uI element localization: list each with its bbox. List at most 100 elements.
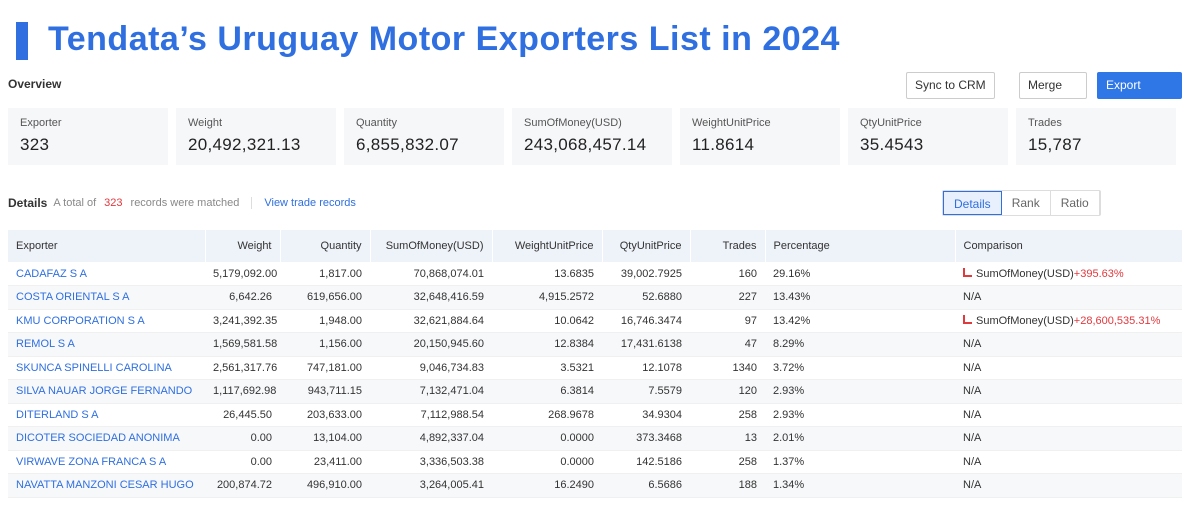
cell: 0.00: [205, 450, 280, 474]
cell: 1340: [690, 356, 765, 380]
cell: N/A: [955, 403, 1182, 427]
comparison-cell: SumOfMoney(USD)+395.63%: [955, 262, 1182, 286]
cell: 203,633.00: [280, 403, 370, 427]
tab[interactable]: Rank: [1002, 191, 1051, 215]
column-header: Percentage: [765, 230, 956, 262]
page-title: Tendata’s Uruguay Motor Exporters List i…: [48, 20, 840, 58]
stat-value: 15,787: [1028, 135, 1082, 154]
column-header: Comparison: [955, 230, 1183, 262]
table-row: VIRWAVE ZONA FRANCA S A 0.00 23,411.00 3,33…: [8, 450, 1182, 474]
cell: 188: [690, 473, 765, 498]
cell: 12.8384: [492, 332, 602, 357]
exporter-name[interactable]: REMOL S A: [8, 332, 205, 357]
tab[interactable]: Ratio: [1051, 191, 1100, 215]
table-row: DITERLAND S A 26,445.50 203,633.00 7,112,98…: [8, 403, 1182, 427]
stat-value: 243,068,457.14: [524, 135, 647, 154]
column-header[interactable]: Trades: [690, 230, 766, 262]
cell: 0.00: [205, 426, 280, 451]
cell: 26,445.50: [205, 403, 280, 427]
cell: 1.34%: [765, 473, 955, 498]
cell: 0.0000: [492, 450, 602, 474]
exporter-name[interactable]: SILVA NAUAR JORGE FERNANDO: [8, 379, 205, 404]
exporter-name[interactable]: DITERLAND S A: [8, 403, 205, 427]
header-row: Exporter Weight Quantity SumOfMoney(USD) Wei…: [8, 230, 1183, 262]
stat-card: Exporter 323: [8, 108, 168, 165]
merge-button[interactable]: Merge: [1019, 72, 1087, 99]
summary-count: 323: [104, 197, 123, 209]
exporter-name[interactable]: COSTA ORIENTAL S A: [8, 285, 205, 310]
cell: 9,046,734.83: [370, 356, 492, 380]
cell: 258: [690, 403, 765, 427]
cell: 1,156.00: [280, 332, 370, 357]
tab[interactable]: Details: [943, 191, 1002, 215]
cell: N/A: [955, 379, 1182, 404]
summary-prefix: A total of: [53, 197, 97, 209]
cell: N/A: [955, 356, 1182, 380]
exporters-table: Exporter Weight Quantity SumOfMoney(USD) Wei…: [8, 230, 1183, 498]
cell: 16,746.3474: [602, 309, 690, 333]
cell: 3.5321: [492, 356, 602, 380]
comparison-change: +395.63%: [1073, 267, 1124, 280]
sync-button[interactable]: Sync to CRM: [906, 72, 995, 99]
cell: 8.29%: [765, 332, 955, 357]
cell: 1,817.00: [280, 262, 370, 286]
cell: N/A: [955, 450, 1182, 474]
export-button[interactable]: Export: [1097, 72, 1182, 99]
table-row: SKUNCA SPINELLI CAROLINA 2,561,317.76 747,…: [8, 356, 1182, 380]
cell: 4,892,337.04: [370, 426, 492, 451]
cell: 97: [690, 309, 765, 333]
column-header[interactable]: Quantity: [280, 230, 371, 262]
exporter-name[interactable]: DICOTER SOCIEDAD ANONIMA: [8, 426, 205, 451]
cell: 13,104.00: [280, 426, 370, 451]
cell: 2,561,317.76: [205, 356, 280, 380]
cell: N/A: [955, 473, 1182, 498]
cell: 200,874.72: [205, 473, 280, 498]
column-header: Exporter: [8, 230, 206, 262]
cell: 2.93%: [765, 403, 955, 427]
cell: 2.93%: [765, 379, 955, 404]
cell: 13.6835: [492, 262, 602, 286]
stat-value: 6,855,832.07: [356, 135, 459, 154]
exporter-name[interactable]: VIRWAVE ZONA FRANCA S A: [8, 450, 205, 474]
table-row: SILVA NAUAR JORGE FERNANDO 1,117,692.98 94…: [8, 379, 1182, 404]
stat-card: QtyUnitPrice 35.4543: [848, 108, 1008, 165]
cell: 373.3468: [602, 426, 690, 451]
summary-suffix: records were matched: [130, 197, 240, 209]
cell: 5,179,092.00: [205, 262, 280, 286]
exporter-name[interactable]: SKUNCA SPINELLI CAROLINA: [8, 356, 205, 380]
column-header[interactable]: Weight: [205, 230, 281, 262]
cell: 1,117,692.98: [205, 379, 280, 404]
stat-label: SumOfMoney(USD): [524, 117, 622, 129]
cell: 16.2490: [492, 473, 602, 498]
cell: 10.0642: [492, 309, 602, 333]
view-records-link[interactable]: View trade records: [251, 197, 356, 209]
cell: 1,948.00: [280, 309, 370, 333]
table-row: COSTA ORIENTAL S A 6,642.26 619,656.00 32,6…: [8, 285, 1182, 310]
stats: Exporter 323 Weight 20,492,321.13 Quantity 6,…: [8, 108, 1176, 165]
cell: 619,656.00: [280, 285, 370, 310]
cell: 160: [690, 262, 765, 286]
comparison-cell: SumOfMoney(USD)+28,600,535.31%: [955, 309, 1182, 333]
stat-card: WeightUnitPrice 11.8614: [680, 108, 840, 165]
trend-icon: [963, 314, 972, 324]
stat-value: 35.4543: [860, 135, 924, 154]
cell: 3,336,503.38: [370, 450, 492, 474]
cell: 3,241,392.35: [205, 309, 280, 333]
exporter-name[interactable]: KMU CORPORATION S A: [8, 309, 205, 333]
cell: 496,910.00: [280, 473, 370, 498]
column-header[interactable]: WeightUnitPrice: [492, 230, 603, 262]
column-header[interactable]: QtyUnitPrice: [602, 230, 691, 262]
column-header[interactable]: SumOfMoney(USD): [370, 230, 493, 262]
cell: 23,411.00: [280, 450, 370, 474]
stat-label: Quantity: [356, 117, 397, 129]
table-body: CADAFAZ S A 5,179,092.00 1,817.00 70,868,07…: [8, 262, 1182, 498]
stat-card: Weight 20,492,321.13: [176, 108, 336, 165]
cell: 47: [690, 332, 765, 357]
cell: 747,181.00: [280, 356, 370, 380]
cell: 258: [690, 450, 765, 474]
cell: 32,648,416.59: [370, 285, 492, 310]
exporter-name[interactable]: NAVATTA MANZONI CESAR HUGO: [8, 473, 205, 498]
stat-card: SumOfMoney(USD) 243,068,457.14: [512, 108, 672, 165]
exporter-name[interactable]: CADAFAZ S A: [8, 262, 205, 286]
